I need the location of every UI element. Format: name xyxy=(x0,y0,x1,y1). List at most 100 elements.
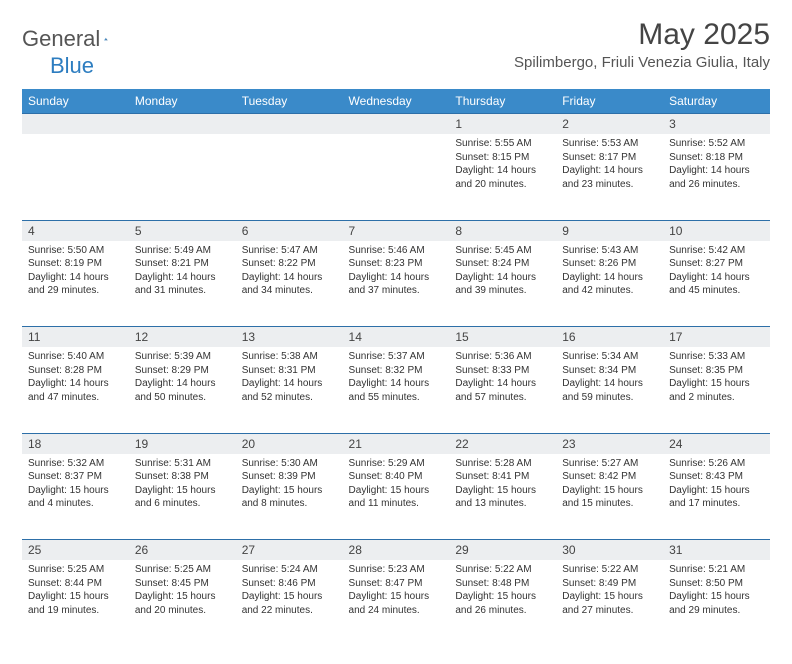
day-number: 20 xyxy=(236,434,343,454)
daynum-cell: 24 xyxy=(663,433,770,454)
day-content: Sunrise: 5:25 AMSunset: 8:45 PMDaylight:… xyxy=(129,560,236,623)
day-line: Sunset: 8:45 PM xyxy=(135,577,230,591)
day-line: Sunset: 8:47 PM xyxy=(349,577,444,591)
day-line: Daylight: 14 hours xyxy=(562,164,657,178)
day-line: and 20 minutes. xyxy=(135,604,230,618)
day-cell: Sunrise: 5:24 AMSunset: 8:46 PMDaylight:… xyxy=(236,560,343,646)
day-line: Sunrise: 5:22 AM xyxy=(455,563,550,577)
day-number: 24 xyxy=(663,434,770,454)
day-number: 15 xyxy=(449,327,556,347)
day-line: and 50 minutes. xyxy=(135,391,230,405)
daynum-cell: 4 xyxy=(22,220,129,241)
day-line: Sunset: 8:19 PM xyxy=(28,257,123,271)
daynum-cell: 19 xyxy=(129,433,236,454)
day-number: 30 xyxy=(556,540,663,560)
day-line: Sunrise: 5:39 AM xyxy=(135,350,230,364)
daynum-row: 45678910 xyxy=(22,220,770,241)
day-cell xyxy=(236,134,343,220)
calendar-table: Sunday Monday Tuesday Wednesday Thursday… xyxy=(22,89,770,646)
day-line: Sunrise: 5:50 AM xyxy=(28,244,123,258)
daynum-cell xyxy=(343,114,450,135)
day-content: Sunrise: 5:39 AMSunset: 8:29 PMDaylight:… xyxy=(129,347,236,410)
day-line: Daylight: 15 hours xyxy=(455,484,550,498)
day-line: Daylight: 15 hours xyxy=(28,590,123,604)
day-content: Sunrise: 5:55 AMSunset: 8:15 PMDaylight:… xyxy=(449,134,556,197)
day-line: and 29 minutes. xyxy=(669,604,764,618)
daynum-cell: 20 xyxy=(236,433,343,454)
logo-sail-icon xyxy=(104,30,108,48)
day-content: Sunrise: 5:28 AMSunset: 8:41 PMDaylight:… xyxy=(449,454,556,517)
daynum-cell: 26 xyxy=(129,540,236,561)
day-line: Daylight: 15 hours xyxy=(242,590,337,604)
location-subtitle: Spilimbergo, Friuli Venezia Giulia, Ital… xyxy=(514,54,770,71)
day-number: 10 xyxy=(663,221,770,241)
day-number: 3 xyxy=(663,114,770,134)
day-line: Sunrise: 5:25 AM xyxy=(135,563,230,577)
day-line: Sunrise: 5:38 AM xyxy=(242,350,337,364)
daynum-row: 25262728293031 xyxy=(22,540,770,561)
day-line: Sunrise: 5:55 AM xyxy=(455,137,550,151)
day-line: Sunset: 8:24 PM xyxy=(455,257,550,271)
day-line: and 15 minutes. xyxy=(562,497,657,511)
day-content: Sunrise: 5:26 AMSunset: 8:43 PMDaylight:… xyxy=(663,454,770,517)
day-line: and 42 minutes. xyxy=(562,284,657,298)
day-line: Daylight: 14 hours xyxy=(349,377,444,391)
day-cell xyxy=(22,134,129,220)
logo-text-a: General xyxy=(22,26,100,52)
day-content xyxy=(129,134,236,143)
day-line: and 13 minutes. xyxy=(455,497,550,511)
day-line: Sunset: 8:46 PM xyxy=(242,577,337,591)
day-number: 26 xyxy=(129,540,236,560)
day-line: Sunrise: 5:47 AM xyxy=(242,244,337,258)
daynum-cell: 9 xyxy=(556,220,663,241)
day-cell: Sunrise: 5:32 AMSunset: 8:37 PMDaylight:… xyxy=(22,454,129,540)
day-line: and 31 minutes. xyxy=(135,284,230,298)
day-cell: Sunrise: 5:28 AMSunset: 8:41 PMDaylight:… xyxy=(449,454,556,540)
daynum-cell: 11 xyxy=(22,327,129,348)
day-line: Daylight: 15 hours xyxy=(562,484,657,498)
day-line: Daylight: 14 hours xyxy=(562,271,657,285)
daynum-cell: 8 xyxy=(449,220,556,241)
day-number: 17 xyxy=(663,327,770,347)
day-number: 14 xyxy=(343,327,450,347)
day-line: Daylight: 15 hours xyxy=(669,377,764,391)
day-number: 8 xyxy=(449,221,556,241)
day-line: and 34 minutes. xyxy=(242,284,337,298)
day-cell: Sunrise: 5:36 AMSunset: 8:33 PMDaylight:… xyxy=(449,347,556,433)
day-line: Daylight: 15 hours xyxy=(242,484,337,498)
day-content: Sunrise: 5:34 AMSunset: 8:34 PMDaylight:… xyxy=(556,347,663,410)
day-line: Daylight: 14 hours xyxy=(242,377,337,391)
day-line: Daylight: 15 hours xyxy=(669,590,764,604)
day-cell: Sunrise: 5:43 AMSunset: 8:26 PMDaylight:… xyxy=(556,241,663,327)
day-number: 27 xyxy=(236,540,343,560)
day-content: Sunrise: 5:27 AMSunset: 8:42 PMDaylight:… xyxy=(556,454,663,517)
day-line: Sunset: 8:41 PM xyxy=(455,470,550,484)
day-line: and 6 minutes. xyxy=(135,497,230,511)
day-line: Sunset: 8:31 PM xyxy=(242,364,337,378)
day-line: Sunrise: 5:32 AM xyxy=(28,457,123,471)
day-line: and 24 minutes. xyxy=(349,604,444,618)
day-line: Daylight: 14 hours xyxy=(455,164,550,178)
calendar-body: 123Sunrise: 5:55 AMSunset: 8:15 PMDaylig… xyxy=(22,114,770,647)
daynum-cell: 15 xyxy=(449,327,556,348)
day-cell: Sunrise: 5:37 AMSunset: 8:32 PMDaylight:… xyxy=(343,347,450,433)
day-content: Sunrise: 5:45 AMSunset: 8:24 PMDaylight:… xyxy=(449,241,556,304)
day-content: Sunrise: 5:29 AMSunset: 8:40 PMDaylight:… xyxy=(343,454,450,517)
day-line: and 47 minutes. xyxy=(28,391,123,405)
daynum-cell: 5 xyxy=(129,220,236,241)
day-cell: Sunrise: 5:27 AMSunset: 8:42 PMDaylight:… xyxy=(556,454,663,540)
day-content: Sunrise: 5:32 AMSunset: 8:37 PMDaylight:… xyxy=(22,454,129,517)
daynum-cell: 6 xyxy=(236,220,343,241)
day-cell: Sunrise: 5:25 AMSunset: 8:44 PMDaylight:… xyxy=(22,560,129,646)
day-content: Sunrise: 5:30 AMSunset: 8:39 PMDaylight:… xyxy=(236,454,343,517)
day-number: 6 xyxy=(236,221,343,241)
day-line: and 29 minutes. xyxy=(28,284,123,298)
day-line: Sunset: 8:28 PM xyxy=(28,364,123,378)
day-content: Sunrise: 5:47 AMSunset: 8:22 PMDaylight:… xyxy=(236,241,343,304)
daynum-cell xyxy=(129,114,236,135)
day-cell: Sunrise: 5:26 AMSunset: 8:43 PMDaylight:… xyxy=(663,454,770,540)
day-content: Sunrise: 5:49 AMSunset: 8:21 PMDaylight:… xyxy=(129,241,236,304)
day-cell: Sunrise: 5:50 AMSunset: 8:19 PMDaylight:… xyxy=(22,241,129,327)
daynum-cell: 22 xyxy=(449,433,556,454)
day-line: Sunrise: 5:23 AM xyxy=(349,563,444,577)
